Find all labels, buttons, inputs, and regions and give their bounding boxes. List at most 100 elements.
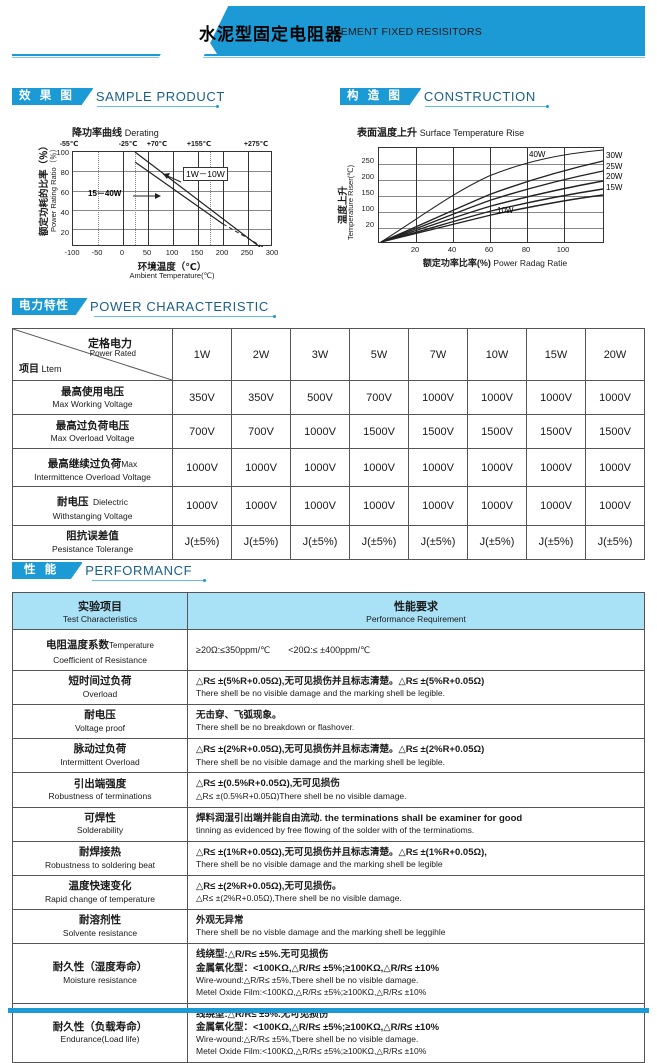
row-requirement: △R≤ ±(2%R+0.05Ω),无可见损伤。 △R≤ ±(2%R+0.05Ω)… bbox=[187, 874, 645, 911]
row-label-cn: 耐焊接热 bbox=[79, 846, 121, 859]
row-label: 引出端强度 Robustness of terminations bbox=[12, 772, 188, 808]
requirement-line: There shell be no visible damage and the… bbox=[196, 859, 443, 870]
row-label-en: Endurance(Load life) bbox=[60, 1034, 140, 1045]
row-label-en: Rapid change of temperature bbox=[44, 893, 156, 904]
table-header-row: 实验项目 Test Characteristics 性能要求 Performan… bbox=[12, 592, 645, 630]
section-tag-slant-icon bbox=[408, 88, 421, 105]
row-label-cn: 最高继续过负荷 bbox=[47, 458, 122, 470]
requirement-line: 无击穿、飞弧现象。 bbox=[196, 710, 282, 722]
row-label: 耐焊接热 Robustness to soldering beat bbox=[12, 840, 188, 876]
row-label: 温度快速变化 Rapid change of temperature bbox=[12, 874, 188, 911]
row-label-en: Intermittent Overload bbox=[60, 757, 140, 768]
row-label: 耐溶剂性 Solvente resistance bbox=[12, 909, 188, 945]
requirement-line: △R≤ ±(0.5%R+0.05Ω)There shell be no visi… bbox=[196, 790, 407, 801]
section-tag-construction: 构 造 图 CONSTRUCTION bbox=[340, 88, 549, 108]
gridline-v bbox=[173, 152, 174, 245]
row-label-cn: 阻抗误差值 bbox=[66, 530, 119, 543]
table-row: 短时间过负荷 Overload △R≤ ±(5%R+0.05Ω),无可见损伤并且… bbox=[12, 669, 645, 706]
derating-xtick-4: 100 bbox=[165, 248, 179, 257]
derating-series-label-2: 15－40W bbox=[88, 189, 122, 198]
requirement-line: △R≤ ±(2%R+0.05Ω),无可见损伤。 bbox=[196, 880, 342, 892]
str-xlabel-en: Power Radag Ratie bbox=[493, 258, 568, 268]
section-underline bbox=[97, 106, 217, 107]
row-label-cn: 最高使用电压 bbox=[61, 385, 124, 398]
diagonal-divider-icon bbox=[13, 329, 172, 380]
section-tag-performance: 性 能 PERFORMANCF bbox=[12, 562, 206, 582]
cell-value: 1000V bbox=[467, 380, 527, 415]
power-column-header: 2W bbox=[231, 328, 291, 381]
row-label-en: Solderability bbox=[76, 825, 124, 836]
power-column-header: 20W bbox=[585, 328, 645, 381]
table-row: 电阻温度系数Temperature Coefficient of Resista… bbox=[12, 629, 645, 671]
str-series-label-25w: 25W bbox=[606, 162, 623, 171]
row-label: 短时间过负荷 Overload bbox=[12, 669, 188, 706]
table-row: 引出端强度 Robustness of terminations △R≤ ±(0… bbox=[12, 772, 645, 808]
derating-title-cn: 降功率曲线 bbox=[72, 128, 122, 139]
derating-xlabel-cn: 环境温度（℃） bbox=[137, 262, 207, 273]
row-label-cn: 引出端强度 bbox=[73, 777, 127, 790]
requirement-line: Metel Oxide Film:<100KΩ,△R/R≤ ±5%;≥100KΩ… bbox=[196, 1046, 427, 1057]
cell-value: J(±5%) bbox=[526, 524, 586, 560]
row-requirement: 线绕型:△R/R≤ ±5%.无可见损伤 金属氧化型：<100KΩ,△R/R≤ ±… bbox=[187, 943, 645, 1004]
performance-col1-header: 实验项目 Test Characteristics bbox=[12, 592, 188, 630]
requirement-line: There shell be no visible damage and the… bbox=[196, 688, 446, 699]
gridline-h bbox=[73, 229, 271, 230]
requirement-line: △R≤ ±(1%R+0.05Ω),无可见损伤并且标志清楚。△R≤ ±(1%R+0… bbox=[196, 846, 487, 858]
row-requirement: 外观无异常 There shell be no visble damage an… bbox=[187, 909, 645, 945]
requirement-line: There shell be no visible damage and the… bbox=[196, 756, 446, 767]
row-label: 电阻温度系数Temperature Coefficient of Resista… bbox=[12, 629, 188, 671]
col-header-en: Test Characteristics bbox=[62, 614, 138, 624]
cell-value: 1000V bbox=[526, 447, 586, 488]
item-label-en: Ltem bbox=[41, 364, 62, 374]
cell-value: J(±5%) bbox=[408, 524, 468, 560]
row-label-en: Voltage proof bbox=[74, 722, 126, 733]
cell-value: 1500V bbox=[585, 414, 645, 449]
section-underline bbox=[425, 106, 547, 107]
str-series-label-20w: 20W bbox=[606, 172, 623, 181]
derating-ytick-100: 100 bbox=[56, 148, 69, 157]
derating-series-label-1: 1W－10W bbox=[183, 167, 228, 181]
col-header-cn: 性能要求 bbox=[394, 601, 438, 613]
row-label-cn: 耐久性（负载寿命） bbox=[52, 1020, 148, 1033]
requirement-line: ≥20Ω:≤350ppm/℃ <20Ω:≤ ±400ppm/℃ bbox=[196, 644, 371, 655]
gridline-v bbox=[148, 152, 149, 245]
cell-value: 1000V bbox=[172, 486, 232, 526]
section-tag-cn: 效 果 图 bbox=[12, 88, 82, 105]
cell-value: 1000V bbox=[585, 447, 645, 488]
cell-value: 1000V bbox=[526, 380, 586, 415]
str-plot-area: 40W 10W bbox=[378, 147, 604, 243]
cell-value: 1000V bbox=[408, 447, 468, 488]
section-tag-en: POWER CHARACTERISTIC bbox=[90, 299, 269, 314]
cell-value: 1000V bbox=[349, 486, 409, 526]
row-label-cn: 温度快速变化 bbox=[68, 880, 132, 893]
str-series-label-40w: 40W bbox=[529, 150, 546, 159]
performance-col2-header: 性能要求 Performance Requirement bbox=[187, 592, 645, 630]
derating-top-tick-4: +275℃ bbox=[243, 141, 269, 148]
str-curves bbox=[380, 149, 604, 243]
table-row: 耐焊接热 Robustness to soldering beat △R≤ ±(… bbox=[12, 840, 645, 876]
table-row: 阻抗误差值 Pesistance Tolerange J(±5%) J(±5%)… bbox=[12, 524, 645, 560]
derating-xlabel-en: Ambient Temperature(℃) bbox=[129, 271, 215, 280]
row-label-en: Robustness of terminations bbox=[48, 791, 152, 802]
row-label: 最高使用电压 Max Working Voltage bbox=[12, 380, 173, 415]
gridline-v bbox=[248, 152, 249, 245]
row-label-cn: 电阻温度系数 bbox=[46, 639, 110, 651]
cell-value: 1000V bbox=[290, 486, 350, 526]
cell-value: 1000V bbox=[290, 447, 350, 488]
str-title-cn: 表面温度上升 bbox=[357, 128, 417, 139]
row-label-en: Max Working Voltage bbox=[52, 398, 133, 409]
header-title-cn: 水泥型固定电阻器 bbox=[199, 25, 343, 44]
table-header-row: 定格电力 Power Rated 项目 Ltem 1W 2W 3W 5W 7W … bbox=[12, 328, 645, 381]
header-rule-secondary bbox=[12, 57, 645, 58]
row-label-en: Coefficient of Resistance bbox=[53, 654, 147, 665]
row-label-cn: 耐溶剂性 bbox=[79, 914, 121, 927]
requirement-line: △R≤ ±(2%R+0.05Ω),无可见损伤并且标志清楚。△R≤ ±(2%R+0… bbox=[196, 744, 485, 756]
str-xtick-40: 40 bbox=[447, 245, 457, 254]
power-table-corner-cell: 定格电力 Power Rated 项目 Ltem bbox=[12, 328, 173, 381]
gridline-v bbox=[490, 148, 491, 242]
row-label: 阻抗误差值 Pesistance Tolerange bbox=[12, 524, 173, 560]
row-requirement: 焊料润湿引出端并能自由流动. the terminations shall be… bbox=[187, 806, 645, 842]
gridline-h bbox=[73, 210, 271, 211]
requirement-line: △R≤ ±(5%R+0.05Ω),无可见损伤并且标志清楚。△R≤ ±(5%R+0… bbox=[196, 675, 485, 687]
requirement-line: Wire-wound:△R/R≤ ±5%,Tbere shell be no v… bbox=[196, 974, 419, 985]
